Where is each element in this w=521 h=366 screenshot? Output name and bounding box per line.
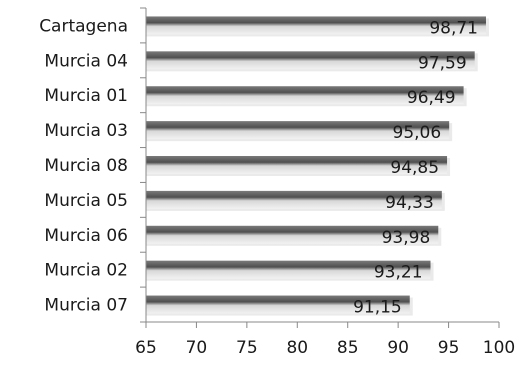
bar	[146, 51, 475, 70]
bar	[146, 190, 442, 209]
data-label: 96,49	[407, 88, 456, 108]
bar	[146, 121, 450, 140]
x-tick-label: 95	[438, 338, 460, 358]
bar	[146, 225, 439, 244]
category-label: Murcia 05	[44, 191, 128, 211]
bar	[146, 260, 431, 279]
bar	[146, 156, 448, 174]
data-label: 95,06	[393, 123, 442, 143]
data-label: 94,85	[390, 158, 439, 178]
axes-group	[140, 7, 500, 328]
x-tick-label: 85	[337, 338, 359, 358]
labels-group: Cartagena 98,71 Murcia 04 97,59 Murcia 01 96,…	[39, 16, 515, 358]
data-label: 97,59	[418, 53, 467, 73]
data-label: 91,15	[353, 298, 402, 318]
category-label: Murcia 02	[44, 261, 128, 281]
category-label: Murcia 03	[44, 121, 128, 141]
category-label: Murcia 07	[44, 296, 128, 316]
bar	[146, 16, 486, 35]
category-label: Murcia 04	[44, 51, 128, 71]
x-tick-label: 70	[186, 338, 208, 358]
x-tick-label: 90	[387, 338, 409, 358]
x-tick-label: 100	[483, 338, 515, 358]
category-label: Cartagena	[39, 16, 128, 36]
data-label: 93,21	[374, 263, 423, 283]
x-tick-label: 80	[286, 338, 308, 358]
bar	[146, 295, 410, 314]
data-label: 94,33	[385, 193, 434, 213]
category-label: Murcia 06	[44, 226, 128, 246]
category-label: Murcia 01	[44, 86, 128, 106]
x-tick-label: 65	[135, 338, 157, 358]
bar	[146, 86, 464, 105]
data-label: 93,98	[382, 228, 431, 248]
bars-group	[146, 16, 489, 316]
data-label: 98,71	[429, 18, 478, 38]
category-label: Murcia 08	[44, 156, 128, 176]
x-tick-label: 75	[236, 338, 258, 358]
